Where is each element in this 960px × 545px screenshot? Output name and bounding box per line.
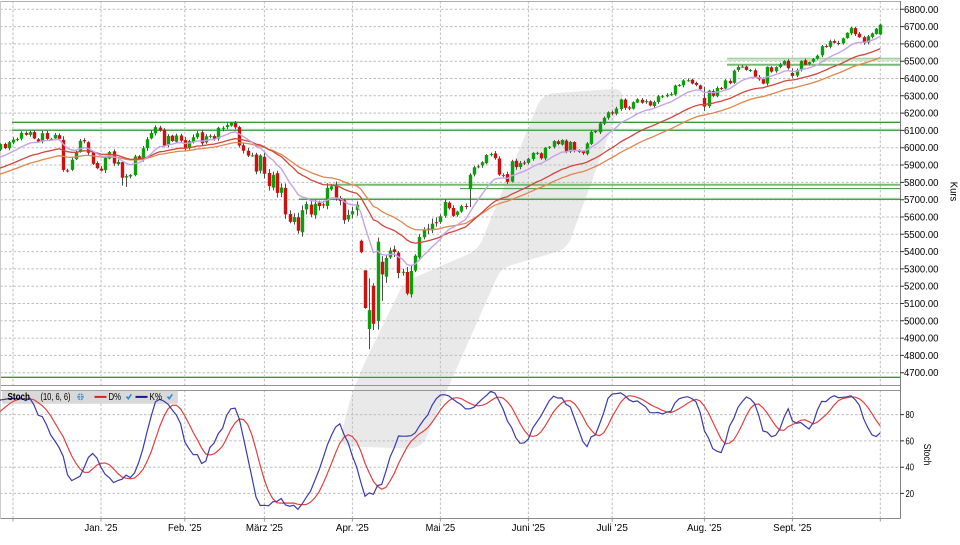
svg-text:5200.00: 5200.00 [904,282,939,293]
svg-text:5500.00: 5500.00 [904,230,939,241]
svg-text:Juni '25: Juni '25 [512,522,546,534]
svg-text:Jan. '25: Jan. '25 [85,522,118,534]
svg-text:5100.00: 5100.00 [904,299,939,310]
svg-text:Apr. '25: Apr. '25 [336,522,369,534]
svg-text:Juli '25: Juli '25 [596,522,628,534]
svg-text:20: 20 [906,489,915,500]
svg-text:5700.00: 5700.00 [904,195,939,206]
svg-text:6100.00: 6100.00 [904,126,939,137]
svg-text:6400.00: 6400.00 [904,74,939,85]
svg-text:6300.00: 6300.00 [904,91,939,102]
svg-text:Aug. '25: Aug. '25 [687,522,722,534]
svg-text:6800.00: 6800.00 [904,5,939,16]
svg-text:Sept. '25: Sept. '25 [773,522,812,534]
svg-text:60: 60 [906,436,915,447]
svg-text:5000.00: 5000.00 [904,316,939,327]
svg-text:4800.00: 4800.00 [904,351,939,362]
svg-text:5300.00: 5300.00 [904,264,939,275]
svg-text:D%: D% [109,392,122,403]
svg-text:Stoch: Stoch [921,444,932,466]
svg-text:4700.00: 4700.00 [904,368,939,379]
svg-text:6600.00: 6600.00 [904,39,939,50]
svg-text:5600.00: 5600.00 [904,213,939,224]
svg-text:K%: K% [150,392,163,403]
svg-text:40: 40 [906,463,915,474]
svg-text:5800.00: 5800.00 [904,178,939,189]
svg-text:80: 80 [906,410,915,421]
svg-text:5900.00: 5900.00 [904,161,939,172]
svg-text:6200.00: 6200.00 [904,109,939,120]
svg-text:5400.00: 5400.00 [904,247,939,258]
svg-text:Kurs: Kurs [948,182,959,202]
svg-text:4900.00: 4900.00 [904,334,939,345]
svg-text:6500.00: 6500.00 [904,57,939,68]
svg-text:(10, 6, 6): (10, 6, 6) [41,392,71,403]
svg-text:Feb. '25: Feb. '25 [168,522,202,534]
svg-text:März '25: März '25 [246,522,283,534]
svg-text:6700.00: 6700.00 [904,22,939,33]
svg-text:Stoch: Stoch [8,392,31,403]
svg-text:6000.00: 6000.00 [904,143,939,154]
svg-text:Mai '25: Mai '25 [426,522,456,534]
